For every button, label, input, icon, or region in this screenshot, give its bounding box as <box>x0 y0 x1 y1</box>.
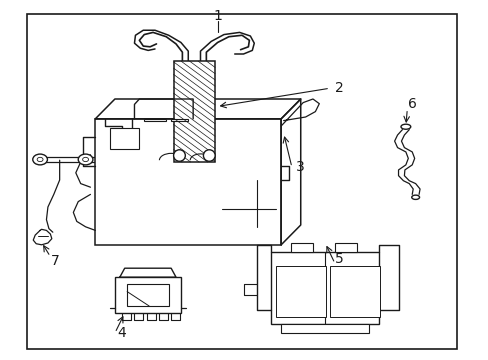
Bar <box>276 266 325 317</box>
Bar <box>127 284 168 306</box>
Circle shape <box>37 157 43 162</box>
Text: 1: 1 <box>213 9 222 23</box>
Bar <box>281 324 368 333</box>
Text: 4: 4 <box>117 326 126 340</box>
Bar <box>290 243 312 252</box>
Bar <box>110 128 139 149</box>
Bar <box>171 119 188 121</box>
Bar <box>115 277 181 313</box>
Bar <box>271 252 378 324</box>
Ellipse shape <box>400 124 410 129</box>
Circle shape <box>78 154 93 165</box>
Ellipse shape <box>203 150 215 161</box>
Bar <box>329 266 379 317</box>
Text: 2: 2 <box>334 81 343 95</box>
Text: 6: 6 <box>407 98 416 111</box>
Bar <box>27 14 456 349</box>
Bar <box>95 119 281 245</box>
Circle shape <box>82 157 88 162</box>
Text: 5: 5 <box>334 252 343 266</box>
Bar <box>144 119 166 121</box>
Ellipse shape <box>411 195 419 199</box>
Text: 7: 7 <box>51 254 60 268</box>
Bar <box>334 243 356 252</box>
Bar <box>173 61 215 162</box>
Text: 3: 3 <box>295 161 304 174</box>
Ellipse shape <box>173 150 185 161</box>
Circle shape <box>33 154 47 165</box>
